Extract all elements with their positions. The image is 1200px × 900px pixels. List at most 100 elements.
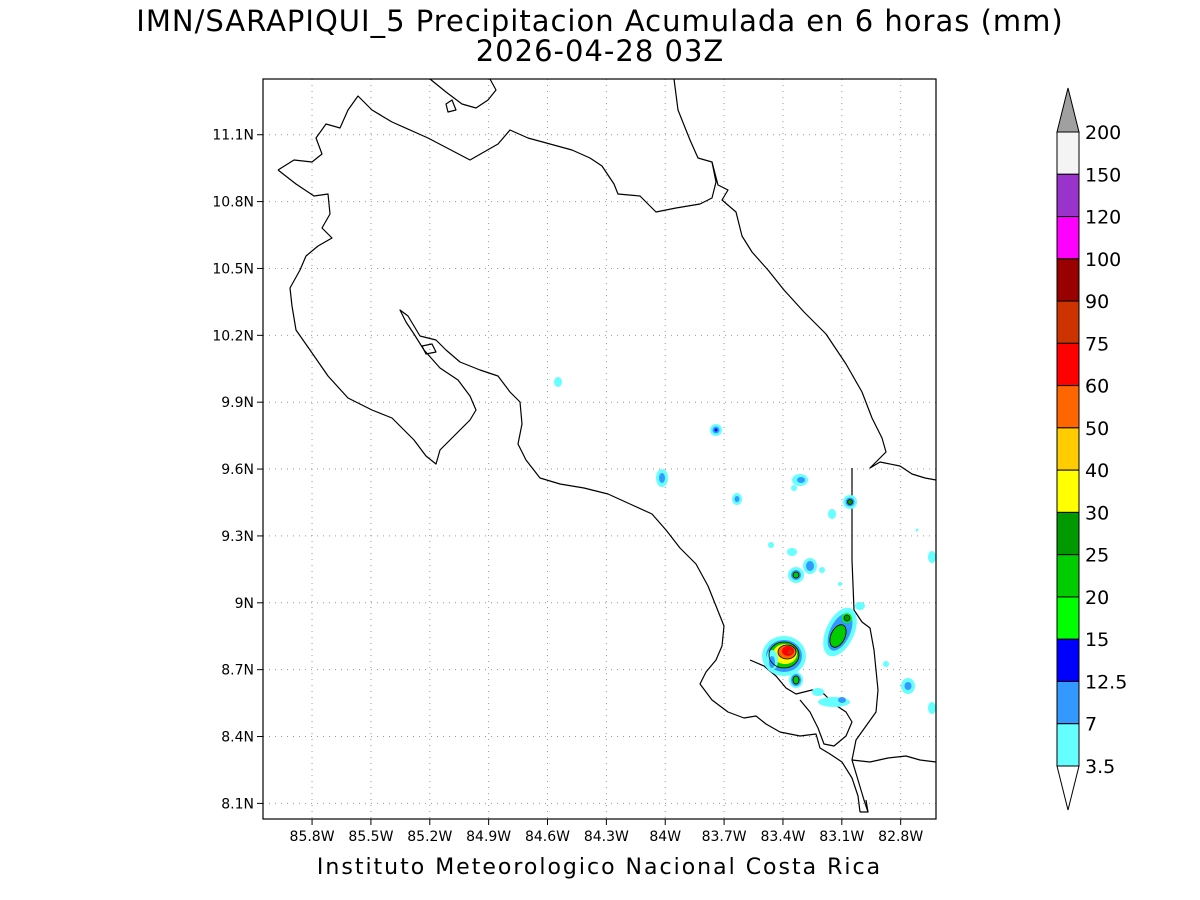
precip-cell	[797, 477, 805, 483]
y-tick-label: 10.2N	[212, 328, 254, 344]
precip-cell	[812, 688, 824, 696]
legend-label: 7	[1085, 714, 1097, 736]
precipitation-color-legend: 200 150 120 100 90 75 60 50 40 30 25 20 15 12.5 7 3.5	[1056, 87, 1127, 811]
panama-border	[851, 468, 879, 813]
longitude-axis: 85.8W 85.5W 85.2W 84.9W 84.6W 84.3W 84W 83.7W 83…	[290, 819, 923, 845]
map-title: IMN/SARAPIQUI_5 Precipitacion Acumulada …	[136, 4, 1064, 38]
legend-label: 15	[1085, 629, 1109, 651]
y-tick-label: 10.8N	[212, 195, 254, 211]
y-tick-label: 8.7N	[221, 663, 254, 679]
legend-swatch	[1056, 385, 1080, 429]
legend-over-arrow	[1056, 87, 1080, 133]
legend-label: 120	[1085, 207, 1121, 229]
latitude-axis: 11.1N 10.8N 10.5N 10.2N 9.9N 9.6N 9.3N 9N 8.7N 8.…	[212, 128, 263, 812]
legend-swatch	[1056, 427, 1080, 471]
legend-swatch	[1056, 342, 1080, 387]
legend-label: 60	[1085, 376, 1109, 398]
legend-swatch	[1056, 511, 1080, 556]
legend-label: 200	[1085, 122, 1121, 144]
precip-cell	[714, 428, 718, 432]
y-tick-label: 9.6N	[221, 462, 254, 478]
legend-label: 50	[1085, 418, 1109, 440]
panama-coast	[851, 755, 937, 763]
map-frame	[262, 78, 937, 820]
map-grid	[263, 79, 936, 819]
y-tick-label: 10.5N	[212, 261, 254, 277]
precip-cell	[928, 551, 936, 563]
legend-label: 150	[1085, 164, 1121, 186]
precip-cell	[829, 624, 847, 648]
precip-cell	[838, 582, 842, 586]
legend-swatch	[1056, 173, 1080, 218]
map-subtitle-datetime: 2026-04-28 03Z	[475, 34, 725, 68]
precip-cell	[787, 650, 793, 654]
legend-label: 75	[1085, 333, 1109, 355]
lake-nicaragua-shore	[445, 99, 457, 113]
y-tick-label: 9.9N	[221, 395, 254, 411]
precip-cell	[844, 615, 850, 621]
legend-swatch	[1056, 680, 1080, 725]
legend-under-arrow	[1056, 765, 1080, 811]
x-tick-label: 84.6W	[525, 829, 570, 845]
x-tick-label: 85.2W	[407, 829, 452, 845]
precip-cell	[819, 567, 825, 573]
x-tick-label: 84W	[649, 829, 681, 845]
precip-cell	[828, 509, 836, 519]
legend-swatch	[1056, 216, 1080, 260]
precip-cell	[791, 485, 797, 491]
lake-nicaragua-edge	[429, 78, 497, 109]
precip-cell	[904, 682, 912, 690]
legend-label: 25	[1085, 545, 1109, 567]
gulf-of-nicoya-island	[421, 343, 437, 355]
x-tick-label: 84.3W	[584, 829, 629, 845]
precip-cell	[793, 572, 799, 578]
precip-cell	[659, 473, 665, 483]
legend-label: 12.5	[1085, 671, 1127, 693]
x-tick-label: 82.8W	[878, 829, 923, 845]
nicaragua-border	[277, 95, 717, 213]
legend-swatch	[1056, 131, 1080, 175]
legend-swatch	[1056, 723, 1080, 767]
y-tick-label: 8.4N	[221, 730, 254, 746]
legend-swatch	[1056, 596, 1080, 640]
precip-contours	[768, 499, 853, 685]
precip-cell	[769, 656, 775, 668]
precip-cell	[554, 377, 562, 387]
legend-swatch	[1056, 554, 1080, 598]
legend-label: 30	[1085, 502, 1109, 524]
precip-cell	[787, 548, 797, 556]
coastline-and-borders	[277, 78, 937, 813]
osa-peninsula-coast	[749, 659, 853, 747]
y-tick-label: 11.1N	[212, 128, 254, 144]
x-tick-label: 83.1W	[819, 829, 864, 845]
legend-label: 100	[1085, 249, 1121, 271]
y-tick-label: 9N	[235, 596, 254, 612]
legend-label: 3.5	[1085, 756, 1115, 778]
legend-swatch	[1056, 258, 1080, 302]
x-tick-label: 84.9W	[466, 829, 511, 845]
panama-coast-south	[860, 799, 869, 813]
legend-swatch	[1056, 469, 1080, 513]
map-footer-credit: Instituto Meteorologico Nacional Costa R…	[316, 855, 883, 880]
y-tick-label: 8.1N	[221, 796, 254, 812]
precip-cell	[855, 602, 865, 610]
precip-cell	[883, 661, 889, 667]
caribbean-coastline	[673, 78, 937, 481]
x-tick-label: 85.8W	[290, 829, 335, 845]
legend-swatch	[1056, 300, 1080, 344]
legend-label: 40	[1085, 460, 1109, 482]
precip-cell	[768, 542, 774, 548]
x-tick-label: 83.4W	[760, 829, 805, 845]
x-tick-label: 83.7W	[702, 829, 747, 845]
legend-label: 90	[1085, 291, 1109, 313]
pacific-coastline	[277, 169, 861, 813]
precip-cell	[928, 702, 936, 714]
precip-cell	[915, 528, 919, 532]
precipitation-field	[554, 377, 936, 714]
precip-cell	[838, 697, 846, 703]
precip-cell	[847, 499, 853, 505]
precip-cell	[793, 676, 799, 684]
legend-label: 20	[1085, 587, 1109, 609]
y-tick-label: 9.3N	[221, 529, 254, 545]
